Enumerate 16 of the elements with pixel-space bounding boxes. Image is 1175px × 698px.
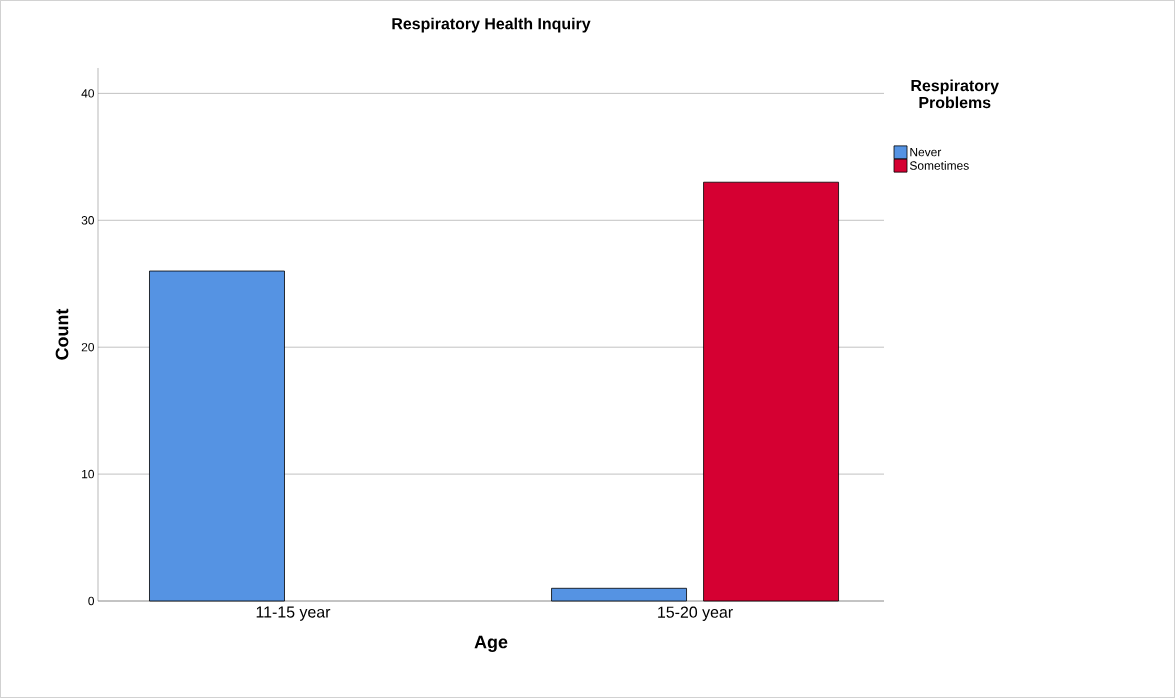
bar bbox=[703, 181, 839, 602]
x-tick-label: 15-20 year bbox=[658, 606, 733, 621]
y-axis-title: Count bbox=[55, 308, 69, 360]
y-tick-label: 10 bbox=[82, 469, 95, 479]
legend-label: Sometimes bbox=[909, 161, 969, 170]
y-tick-label: 30 bbox=[81, 216, 95, 225]
y-tick-label: 0 bbox=[88, 596, 95, 606]
legend-title: Respiratory Problems bbox=[911, 79, 999, 109]
y-tick-label: 40 bbox=[81, 89, 95, 98]
x-tick-label: 11-15 year bbox=[256, 606, 331, 621]
bar bbox=[551, 587, 687, 602]
x-axis-title: Age bbox=[474, 635, 508, 652]
legend-label: Never bbox=[910, 148, 942, 157]
chart-title: Respiratory Health Inquiry bbox=[392, 17, 591, 33]
y-tick-label: 20 bbox=[81, 342, 95, 352]
bar bbox=[149, 270, 285, 602]
